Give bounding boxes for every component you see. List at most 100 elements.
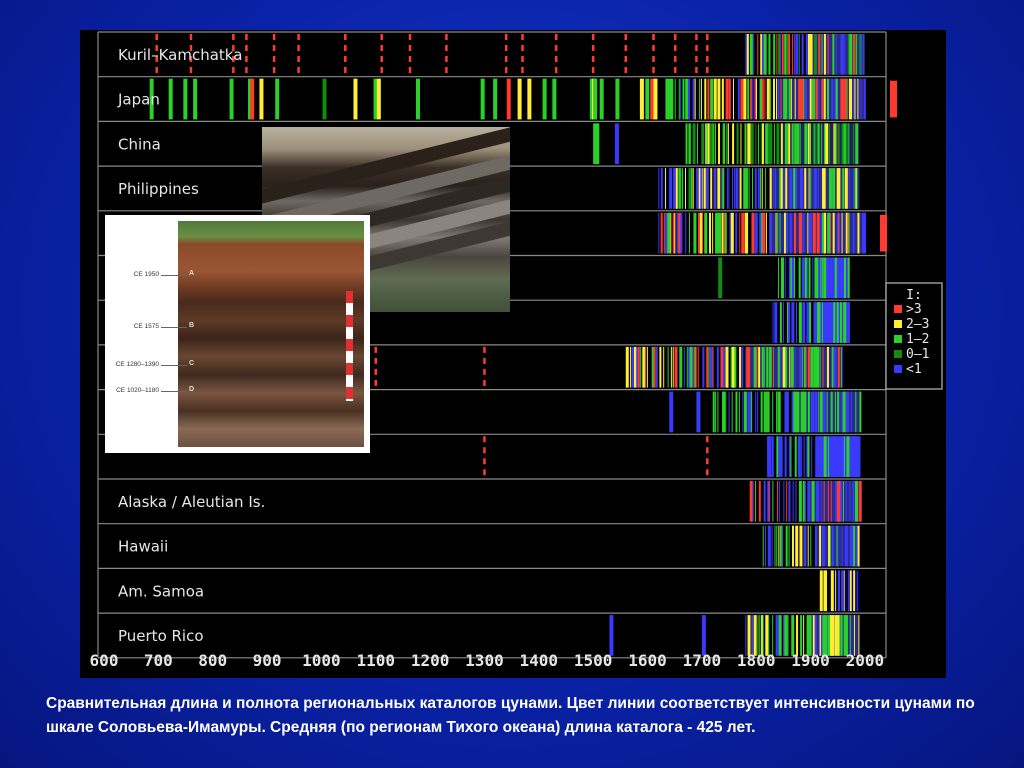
event-mark (615, 78, 620, 120)
event-mark (784, 34, 788, 75)
event-mark (593, 78, 598, 120)
event-mark (854, 436, 857, 477)
event-mark (848, 212, 850, 254)
event-mark (810, 525, 812, 567)
event-mark (697, 346, 699, 388)
event-mark (726, 346, 729, 388)
event-mark (706, 346, 709, 388)
event-mark (859, 391, 862, 433)
event-mark (845, 481, 847, 522)
event-mark (844, 78, 847, 120)
region-label: Alaska / Aleutian Is. (118, 493, 265, 511)
event-mark (849, 78, 853, 120)
event-mark (793, 168, 797, 209)
event-mark (645, 346, 647, 388)
event-mark (678, 212, 682, 254)
event-mark (744, 123, 747, 165)
event-mark (790, 436, 792, 477)
event-mark (735, 212, 738, 254)
event-mark (840, 78, 844, 120)
event-mark (848, 436, 850, 477)
event-mark (780, 257, 784, 299)
event-mark (703, 168, 706, 209)
event-mark (767, 436, 770, 477)
event-mark (843, 34, 845, 75)
event-mark (770, 78, 772, 120)
event-mark (770, 436, 772, 477)
stratigraphy-leader (161, 275, 187, 276)
event-mark (727, 168, 729, 209)
event-mark (822, 615, 826, 656)
event-mark (747, 78, 750, 120)
event-mark (609, 615, 614, 656)
event-mark (818, 391, 820, 433)
legend-label: >3 (906, 302, 922, 317)
event-mark (798, 34, 800, 75)
event-mark (820, 615, 823, 656)
event-mark (772, 481, 774, 522)
event-mark (731, 391, 733, 433)
event-mark (725, 78, 729, 120)
event-mark (834, 78, 837, 120)
event-mark (814, 525, 817, 567)
event-mark (701, 123, 705, 165)
event-mark (756, 346, 758, 388)
event-mark (849, 34, 853, 75)
event-mark (712, 346, 714, 388)
event-mark (709, 346, 713, 388)
event-mark (373, 78, 378, 120)
event-mark (713, 78, 717, 120)
event-mark (839, 302, 842, 343)
event-mark (835, 78, 838, 120)
event-mark (833, 346, 837, 388)
event-mark (830, 481, 832, 522)
event-mark (693, 212, 697, 254)
event-mark (751, 391, 753, 433)
event-mark (759, 78, 763, 120)
event-mark (775, 615, 779, 656)
event-mark (854, 78, 856, 120)
event-mark (717, 391, 719, 433)
event-mark (779, 212, 781, 254)
event-mark (789, 212, 792, 254)
event-mark (670, 212, 672, 254)
event-mark (743, 168, 747, 209)
event-mark (785, 346, 788, 388)
event-mark (858, 436, 861, 477)
event-mark (753, 615, 757, 656)
event-mark (837, 525, 839, 567)
event-mark (739, 346, 742, 388)
event-mark (852, 34, 856, 75)
event-mark (818, 34, 821, 75)
event-mark (715, 212, 718, 254)
event-mark (795, 168, 798, 209)
event-mark (836, 257, 838, 299)
event-mark (764, 78, 766, 120)
event-mark (760, 391, 763, 433)
event-mark (640, 346, 642, 388)
legend-swatch (894, 365, 902, 373)
event-mark (761, 34, 764, 75)
event-mark (706, 123, 709, 165)
event-mark (854, 34, 856, 75)
event-mark (818, 302, 821, 343)
event-mark (805, 346, 807, 388)
event-mark (769, 212, 772, 254)
event-mark (822, 168, 826, 209)
event-mark (831, 302, 833, 343)
stratigraphy-letter: D (189, 386, 195, 393)
event-mark (784, 212, 788, 254)
event-mark (795, 34, 799, 75)
event-mark (831, 346, 835, 388)
event-mark (762, 525, 764, 567)
event-mark (663, 212, 665, 254)
region-label: China (118, 135, 161, 153)
event-mark (766, 346, 769, 388)
event-mark (784, 436, 787, 477)
event-mark (771, 436, 774, 477)
event-mark (837, 346, 840, 388)
event-mark (757, 615, 759, 656)
stratigraphy-leader (161, 365, 187, 366)
event-mark (708, 346, 710, 388)
event-mark (824, 615, 827, 656)
